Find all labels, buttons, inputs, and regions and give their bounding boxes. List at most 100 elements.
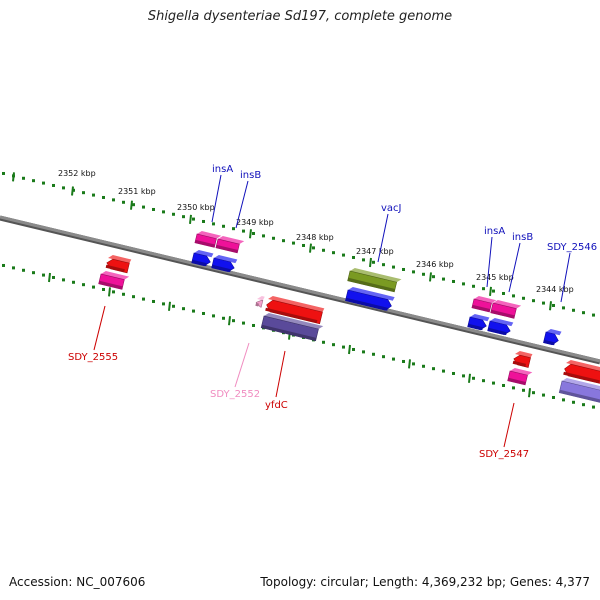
inner-ruler-tick xyxy=(108,287,111,297)
gene-features xyxy=(98,231,600,404)
outer-ruler-dot xyxy=(492,289,495,293)
outer-ruler-dot xyxy=(22,176,25,180)
inner-ruler-dot xyxy=(222,316,225,320)
ruler-major-tick xyxy=(549,301,552,311)
label-leader-lines xyxy=(93,174,571,448)
inner-ruler-dot xyxy=(12,266,15,270)
leader-yfdC xyxy=(275,350,286,398)
gene-label-SDY_2552: SDY_2552 xyxy=(210,389,260,400)
inner-ruler-dot xyxy=(72,280,75,284)
leader-SDY_2555 xyxy=(93,305,106,351)
outer-ruler-dot xyxy=(452,279,455,283)
inner-ruler-tick xyxy=(468,373,471,383)
inner-ruler-dot xyxy=(102,287,105,291)
outer-ruler-dot xyxy=(312,246,315,250)
inner-ruler-dot xyxy=(392,357,395,361)
inner-ruler-dot xyxy=(352,347,355,351)
SDY_2547-block xyxy=(507,368,533,386)
inner-ruler-dot xyxy=(162,302,165,306)
outer-ruler-dot xyxy=(62,186,65,190)
outer-ruler-dot xyxy=(572,308,575,312)
SDY_2547-arrow xyxy=(512,351,533,368)
vacJ-arrow xyxy=(345,287,395,311)
ruler-label-8: 2344 kbp xyxy=(536,285,574,294)
inner-ruler-tick xyxy=(408,359,411,369)
map-title: Shigella dysenteriae Sd197, complete gen… xyxy=(147,9,453,24)
gene-label-insA-2: insA xyxy=(484,226,505,237)
leader-SDY_2552 xyxy=(234,342,250,388)
gene-label-insB-1: insB xyxy=(240,170,261,181)
inner-ruler-dot xyxy=(192,309,195,313)
outer-ruler-dot xyxy=(532,299,535,303)
inner-ruler-dot xyxy=(332,343,335,347)
outer-ruler-dot xyxy=(462,282,465,286)
inner-ruler-dot xyxy=(442,369,445,373)
leader-SDY_2546 xyxy=(560,252,571,303)
vacJ-block xyxy=(347,268,402,293)
inner-ruler-dot xyxy=(472,376,475,380)
outer-ruler-dot xyxy=(282,239,285,243)
right-lavender-block xyxy=(558,378,600,404)
outer-ruler-dot xyxy=(392,265,395,269)
outer-ruler-dot xyxy=(42,181,45,185)
outer-ruler-dot xyxy=(432,275,435,279)
outer-ruler-dot xyxy=(582,311,585,315)
inner-ruler-dot xyxy=(132,295,135,299)
ruler-major-tick xyxy=(309,243,312,253)
SDY_2552-marker xyxy=(255,296,265,308)
genome-summary-text: Topology: circular; Length: 4,369,232 bp… xyxy=(260,575,590,589)
outer-ruler-dot xyxy=(112,198,115,202)
inner-ruler-dot xyxy=(412,362,415,366)
outer-ruler-dot xyxy=(382,263,385,267)
outer-ruler-dot xyxy=(552,303,555,307)
inner-ruler-dot xyxy=(182,307,185,311)
outer-ruler-dot xyxy=(242,229,245,233)
outer-ruler-dot xyxy=(502,291,505,295)
ruler-major-tick xyxy=(71,186,74,196)
inner-ruler-dot xyxy=(22,268,25,272)
leader-insB-1 xyxy=(235,180,249,229)
inner-ruler-dot xyxy=(582,403,585,407)
inner-ruler-dot xyxy=(92,285,95,289)
outer-ruler-dot xyxy=(202,219,205,223)
inner-ruler-dot xyxy=(212,314,215,318)
outer-ruler-dot xyxy=(152,207,155,211)
gene-label-SDY_2547: SDY_2547 xyxy=(479,449,529,460)
outer-ruler-dot xyxy=(262,234,265,238)
inner-ruler-dot xyxy=(372,352,375,356)
outer-ruler-dot xyxy=(192,217,195,221)
outer-ruler-dot xyxy=(342,253,345,257)
outer-ruler-dot xyxy=(182,215,185,219)
outer-ruler-dot xyxy=(522,296,525,300)
leader-insA-1 xyxy=(211,174,222,223)
insA-block-2 xyxy=(471,296,497,313)
outer-ruler-dot xyxy=(322,248,325,252)
ruler-label-4: 2348 kbp xyxy=(296,233,334,242)
inner-ruler-dot xyxy=(422,364,425,368)
inner-ruler-tick xyxy=(228,316,231,326)
ruler-label-2: 2350 kbp xyxy=(177,203,215,212)
outer-ruler-dot xyxy=(422,272,425,276)
inner-ruler-dot xyxy=(32,271,35,275)
outer-ruler-dot xyxy=(292,241,295,245)
gene-label-yfdC: yfdC xyxy=(265,400,288,411)
inner-ruler-dot xyxy=(452,371,455,375)
outer-ruler-dot xyxy=(362,258,365,262)
inner-ruler-dot xyxy=(252,323,255,327)
outer-ruler-dot xyxy=(102,195,105,199)
outer-ruler-dot xyxy=(442,277,445,281)
outer-ruler-dot xyxy=(272,236,275,240)
outer-ruler-dot xyxy=(222,224,225,228)
inner-ruler-tick xyxy=(48,272,51,283)
ruler-major-tick xyxy=(130,200,133,210)
inner-ruler-dot xyxy=(202,311,205,315)
outer-ruler-dot xyxy=(122,200,125,204)
outer-ruler-dot xyxy=(92,193,95,197)
inner-ruler-dot xyxy=(482,379,485,383)
inner-ruler-dot xyxy=(62,278,65,282)
inner-ruler-dot xyxy=(152,299,155,303)
leader-vacJ xyxy=(377,213,389,263)
leader-insA-2 xyxy=(486,236,493,288)
gene-label-SDY_2555: SDY_2555 xyxy=(68,352,118,363)
